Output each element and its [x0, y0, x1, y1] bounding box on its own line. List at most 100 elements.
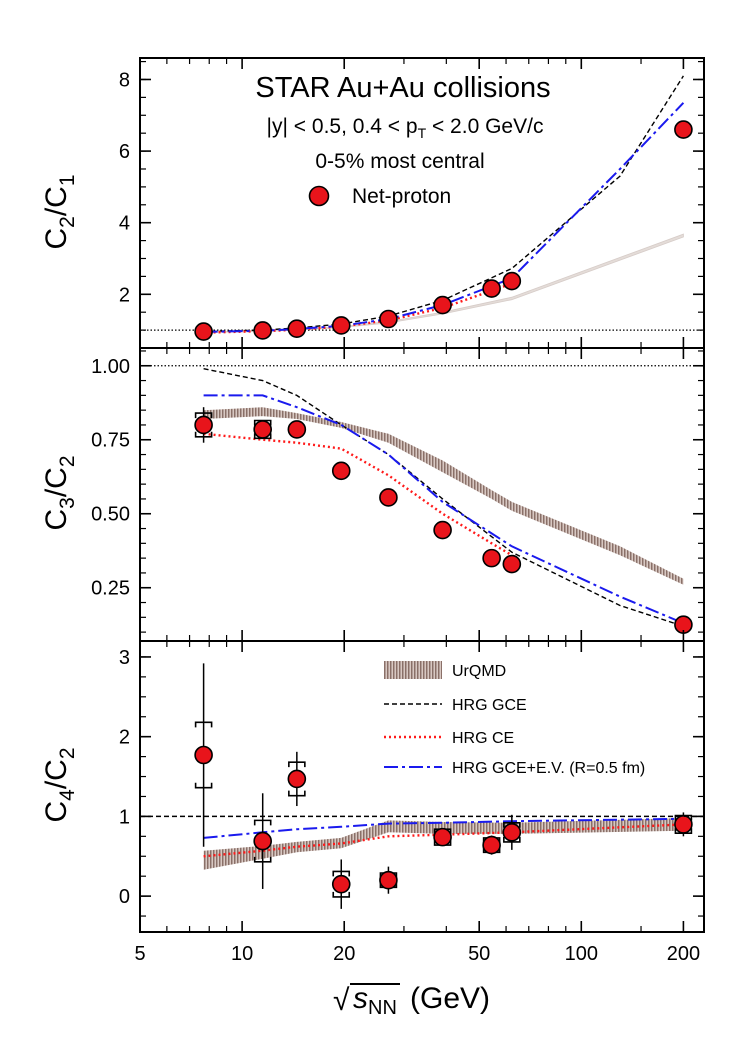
data-marker — [194, 322, 213, 341]
rapidity-cut-tail: < 2.0 GeV/c — [426, 115, 543, 138]
y-tick-label: 1 — [119, 806, 130, 828]
data-point-c2c1 — [482, 279, 501, 298]
sys-error-bracket — [253, 819, 272, 863]
rapidity-cut-label: |y| < 0.5, 0.4 < pT < 2.0 GeV/c — [267, 115, 544, 141]
data-marker — [502, 823, 522, 842]
x-axis-label-sub: NN — [368, 997, 397, 1019]
ylabel-c3c2: C3/C2 — [40, 455, 79, 530]
data-marker — [482, 279, 501, 298]
ylabel-c2c1-sub2: 1 — [56, 174, 79, 186]
sys-error-bracket — [332, 870, 351, 898]
panel-frame-c3c2 — [139, 347, 705, 642]
data-marker — [674, 815, 693, 834]
data-marker — [482, 548, 501, 568]
data-point-c2c1 — [287, 319, 307, 338]
y-tick-label: 0.25 — [91, 578, 130, 600]
legend-swatch-urqmd — [384, 661, 442, 679]
legend-label-hrg-gce: HRG GCE — [452, 697, 527, 714]
hrg-ev-line-c4c2 — [203, 817, 684, 839]
y-tick-label: 0 — [119, 886, 130, 908]
sys-error-bracket — [288, 761, 306, 797]
plot-area-c3c2 — [140, 365, 704, 635]
data-point-c4c2 — [502, 814, 522, 850]
data-point-c4c2 — [433, 827, 452, 847]
data-marker — [433, 520, 452, 540]
data-point-c3c2 — [502, 554, 522, 574]
y-tick-label: 0.75 — [91, 430, 130, 452]
x-tick-label: 200 — [667, 943, 700, 965]
ylabel-c4c2-slash: /C — [40, 759, 73, 789]
hrg-ev-line-c3c2 — [203, 394, 684, 625]
data-point-c2c1 — [433, 295, 452, 315]
data-marker — [287, 319, 307, 338]
y-tick-label: 8 — [119, 69, 130, 91]
net-proton-legend-label: Net-proton — [352, 185, 451, 208]
data-marker — [379, 870, 398, 890]
data-marker — [331, 316, 351, 335]
data-marker — [502, 554, 522, 574]
data-marker — [194, 745, 213, 765]
ylabel-c4c2-sub2: 2 — [56, 747, 79, 759]
panel-c3c2: 0.25 0.50 0.75 1.00 — [91, 347, 705, 642]
data-point-c4c2 — [674, 812, 693, 837]
data-marker — [331, 874, 351, 894]
ylabel-c3c2-sub2: 2 — [56, 455, 79, 467]
x-tick-label: 10 — [231, 943, 253, 965]
x-axis-sqrt-symbol: √ — [333, 984, 350, 1017]
data-point-c4c2 — [379, 866, 398, 894]
data-marker — [433, 827, 452, 847]
rapidity-cut-text: |y| < 0.5, 0.4 < p — [267, 115, 418, 138]
legend: UrQMD HRG GCE HRG CE HRG GCE+E.V. (R=0.5… — [384, 661, 645, 777]
data-point-c3c2 — [194, 407, 213, 443]
ylabel-c2c1-sub1: 2 — [56, 216, 79, 228]
sys-error-bracket — [194, 721, 213, 789]
data-point-c4c2 — [482, 835, 501, 855]
data-point-c2c1 — [674, 120, 693, 139]
data-point-c2c1 — [194, 322, 213, 341]
hrg-ce-line-c3c2 — [203, 432, 513, 557]
ylabel-c4c2-main: C — [40, 801, 73, 823]
centrality-label: 0-5% most central — [315, 150, 484, 173]
net-proton-legend-marker — [308, 185, 330, 207]
x-tick-label: 100 — [565, 943, 598, 965]
data-point-c3c2 — [379, 488, 398, 507]
x-tick-label: 50 — [468, 943, 490, 965]
legend-label-hrg-ce: HRG CE — [452, 730, 514, 747]
data-point-c2c1 — [379, 309, 398, 329]
data-marker — [287, 769, 307, 789]
rapidity-cut-sub: T — [418, 125, 427, 141]
panel-frame-c4c2 — [139, 640, 705, 933]
urqmd-band-c2c1 — [203, 233, 684, 334]
sys-error-bracket — [194, 412, 213, 438]
ylabel-c4c2: C4/C2 — [40, 747, 79, 822]
panel-c2c1: 2 4 6 8 — [119, 57, 705, 349]
y-tick-label: 1.00 — [91, 356, 130, 378]
data-point-c3c2 — [482, 548, 501, 568]
ylabel-c3c2-main: C — [40, 509, 73, 531]
data-point-c2c1 — [331, 316, 351, 335]
x-axis-label-var: s — [353, 982, 368, 1015]
data-point-c4c2 — [331, 859, 351, 909]
data-marker — [194, 415, 213, 435]
y-tick-label: 4 — [119, 213, 130, 235]
data-marker — [379, 488, 398, 507]
sys-error-bracket — [503, 821, 521, 843]
y-tick-label: 2 — [119, 727, 130, 749]
ylabel-c2c1: C2/C1 — [40, 174, 79, 249]
panel-c4c2: 0 1 2 3 — [119, 640, 705, 933]
ylabel-c4c2-sub1: 4 — [56, 789, 79, 801]
data-marker — [253, 831, 272, 851]
x-axis-label-unit: (GeV) — [410, 982, 490, 1015]
data-marker — [287, 420, 307, 439]
ylabel-c2c1-slash: /C — [40, 186, 73, 216]
x-tick-label: 20 — [333, 943, 355, 965]
chart-title: STAR Au+Au collisions — [255, 72, 550, 104]
data-point-c3c2 — [331, 461, 351, 481]
data-point-c4c2 — [287, 751, 307, 807]
data-point-c4c2 — [194, 663, 213, 847]
hrg-ce-line-c4c2 — [203, 823, 684, 858]
data-marker — [253, 321, 272, 340]
data-point-c3c2 — [253, 419, 272, 440]
data-marker — [482, 835, 501, 855]
